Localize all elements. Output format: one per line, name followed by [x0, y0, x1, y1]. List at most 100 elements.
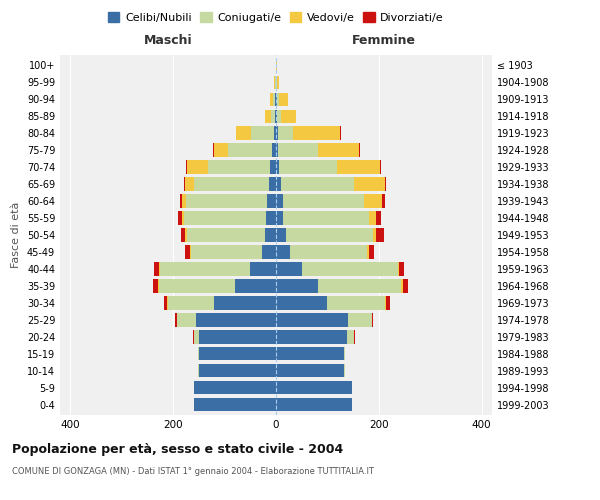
Bar	[398, 262, 400, 276]
Bar	[185, 178, 194, 190]
Bar	[281, 178, 354, 190]
Bar	[276, 262, 302, 276]
Bar	[337, 160, 380, 173]
Bar	[376, 212, 381, 224]
Bar	[181, 194, 182, 207]
Bar	[190, 246, 191, 258]
Bar	[278, 92, 288, 106]
Bar	[275, 110, 276, 123]
Bar	[199, 330, 276, 344]
Bar	[198, 347, 199, 360]
Bar	[400, 262, 404, 276]
Bar	[272, 144, 276, 156]
Bar	[277, 92, 278, 106]
Bar	[274, 126, 276, 140]
Bar	[267, 194, 276, 207]
Bar	[372, 314, 373, 326]
Bar	[199, 364, 276, 378]
Bar	[274, 92, 275, 106]
Bar	[364, 194, 382, 207]
Bar	[385, 178, 386, 190]
Bar	[182, 194, 186, 207]
Bar	[373, 228, 376, 241]
Bar	[184, 212, 266, 224]
Bar	[347, 330, 354, 344]
Bar	[178, 212, 182, 224]
Bar	[235, 280, 276, 292]
Bar	[367, 246, 368, 258]
Bar	[318, 144, 359, 156]
Bar	[277, 76, 278, 89]
Bar	[276, 280, 318, 292]
Bar	[182, 212, 184, 224]
Bar	[276, 212, 283, 224]
Bar	[270, 160, 276, 173]
Bar	[214, 144, 228, 156]
Bar	[286, 228, 373, 241]
Bar	[340, 126, 341, 140]
Bar	[269, 178, 276, 190]
Text: COMUNE DI GONZAGA (MN) - Dati ISTAT 1° gennaio 2004 - Elaborazione TUTTITALIA.IT: COMUNE DI GONZAGA (MN) - Dati ISTAT 1° g…	[12, 468, 374, 476]
Bar	[401, 280, 403, 292]
Bar	[159, 262, 160, 276]
Bar	[154, 262, 159, 276]
Bar	[276, 296, 328, 310]
Bar	[159, 280, 235, 292]
Bar	[385, 296, 386, 310]
Bar	[228, 144, 272, 156]
Bar	[276, 160, 279, 173]
Bar	[186, 194, 267, 207]
Bar	[290, 246, 367, 258]
Text: Popolazione per età, sesso e stato civile - 2004: Popolazione per età, sesso e stato civil…	[12, 442, 343, 456]
Text: Maschi: Maschi	[143, 34, 193, 46]
Bar	[369, 212, 376, 224]
Bar	[354, 178, 385, 190]
Bar	[208, 160, 270, 173]
Bar	[276, 347, 344, 360]
Bar	[281, 110, 296, 123]
Bar	[302, 262, 398, 276]
Bar	[266, 212, 276, 224]
Bar	[265, 228, 276, 241]
Y-axis label: Fasce di età: Fasce di età	[11, 202, 21, 268]
Bar	[274, 76, 275, 89]
Bar	[271, 92, 274, 106]
Bar	[185, 228, 187, 241]
Bar	[276, 194, 283, 207]
Legend: Celibi/Nubili, Coniugati/e, Vedovi/e, Divorziati/e: Celibi/Nubili, Coniugati/e, Vedovi/e, Di…	[104, 8, 448, 28]
Bar	[318, 280, 401, 292]
Bar	[160, 262, 250, 276]
Bar	[164, 296, 167, 310]
Bar	[403, 280, 407, 292]
Bar	[380, 160, 382, 173]
Bar	[276, 144, 278, 156]
Bar	[177, 314, 196, 326]
Bar	[199, 347, 276, 360]
Bar	[376, 228, 384, 241]
Bar	[181, 228, 185, 241]
Text: Femmine: Femmine	[352, 34, 416, 46]
Bar	[194, 381, 276, 394]
Bar	[275, 76, 276, 89]
Bar	[276, 364, 344, 378]
Bar	[250, 262, 276, 276]
Bar	[277, 110, 281, 123]
Bar	[328, 296, 385, 310]
Bar	[153, 280, 158, 292]
Bar	[187, 160, 208, 173]
Bar	[382, 194, 385, 207]
Bar	[187, 228, 265, 241]
Bar	[262, 246, 276, 258]
Bar	[293, 126, 340, 140]
Bar	[279, 160, 337, 173]
Bar	[278, 144, 318, 156]
Bar	[283, 212, 369, 224]
Bar	[196, 314, 276, 326]
Bar	[271, 110, 275, 123]
Bar	[276, 178, 281, 190]
Bar	[191, 246, 262, 258]
Bar	[251, 126, 274, 140]
Bar	[214, 296, 276, 310]
Bar	[348, 314, 371, 326]
Bar	[168, 296, 214, 310]
